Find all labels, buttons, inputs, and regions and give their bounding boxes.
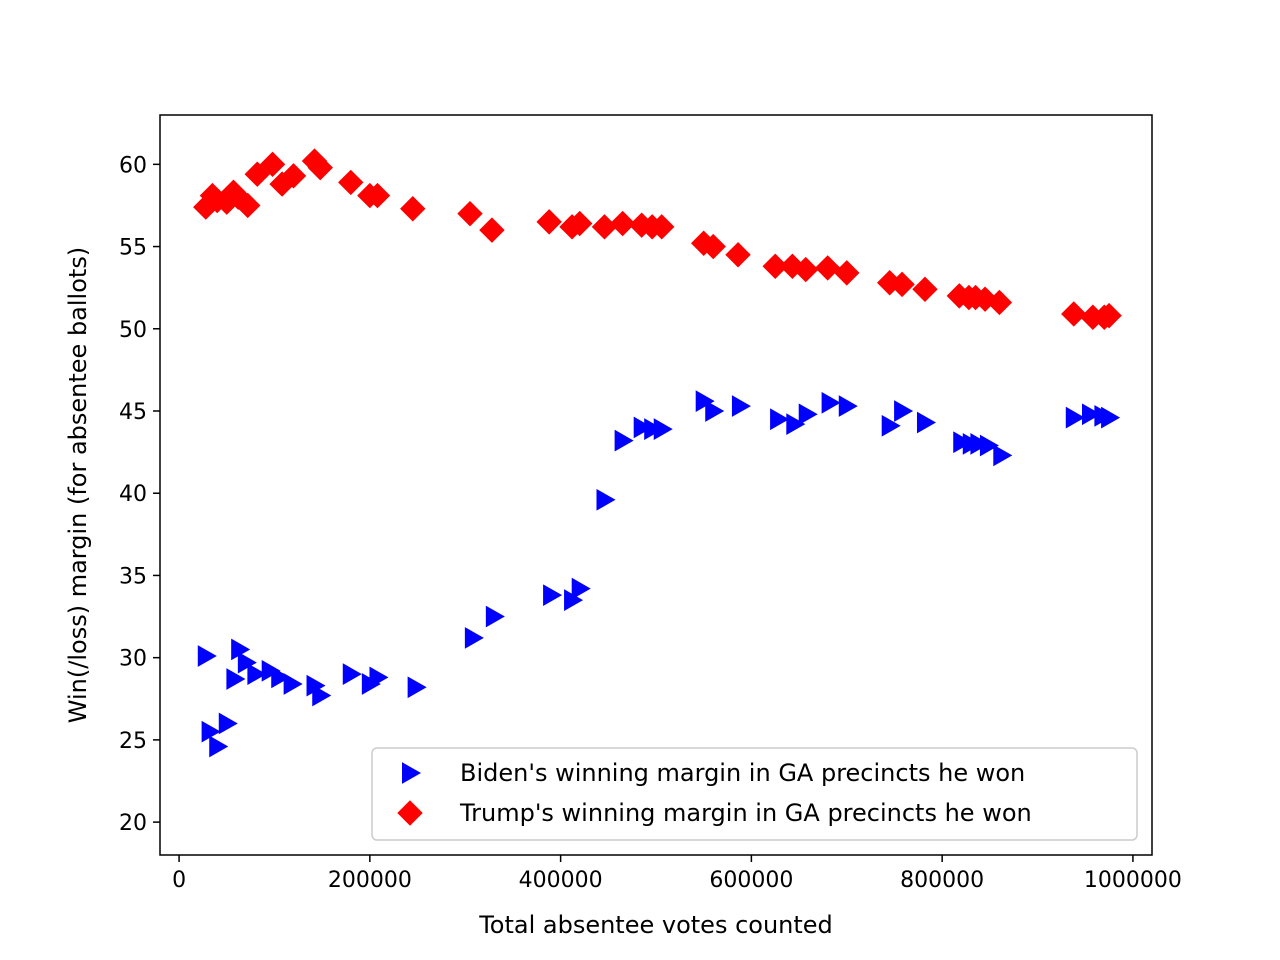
trump-margin-point — [834, 260, 860, 286]
biden-margin-point — [614, 429, 634, 452]
y-tick-label: 30 — [119, 647, 147, 672]
x-tick-label: 1000000 — [1084, 868, 1182, 893]
plot-frame — [159, 114, 1153, 856]
trump-margin-point — [1096, 302, 1122, 329]
biden-margin-point — [247, 663, 267, 685]
biden-margin-point — [633, 416, 653, 439]
x-axis-label: Total absentee votes counted — [478, 911, 833, 939]
biden-margin-point — [571, 577, 591, 600]
trump-margin-point — [280, 163, 307, 189]
y-tick-label: 20 — [119, 811, 147, 836]
trump-margin-point — [235, 192, 261, 219]
biden-margin-point — [953, 431, 973, 454]
trump-margin-point — [259, 151, 286, 178]
biden-margin-point — [916, 411, 936, 434]
biden-margin-point — [271, 666, 291, 689]
trump-margin-point — [986, 289, 1013, 316]
biden-margin-point — [197, 645, 217, 667]
biden-margin-point — [770, 408, 790, 431]
biden-margin-point — [209, 735, 229, 758]
legend-marker-biden — [402, 762, 422, 784]
y-axis-label: Win(/loss) margin (for absentee ballots) — [64, 247, 92, 723]
biden-margin-point — [369, 666, 389, 689]
biden-margin-point — [485, 605, 505, 628]
legend: Biden's winning margin in GA precincts h… — [371, 747, 1138, 841]
biden-margin-point — [894, 400, 914, 422]
biden-margin-point — [596, 488, 616, 511]
trump-margin-point — [457, 200, 483, 227]
trump-margin-point — [889, 271, 915, 298]
x-tick-label: 200000 — [328, 868, 412, 893]
trump-margin-point — [400, 196, 426, 222]
trump-margin-point — [649, 214, 675, 240]
trump-margin-point — [338, 169, 364, 196]
legend-label-trump: Trump's winning margin in GA precincts h… — [459, 799, 1032, 827]
trump-margin-point — [244, 161, 270, 187]
biden-margin-point — [786, 413, 806, 436]
legend-box — [371, 747, 1138, 841]
trump-margin-point — [762, 253, 788, 279]
y-tick-label: 55 — [119, 236, 147, 261]
y-tick-label: 45 — [119, 400, 147, 425]
biden-margin-point — [237, 651, 257, 674]
y-tick-label: 40 — [119, 482, 147, 507]
trump-margin-point — [536, 209, 562, 235]
trump-margin-point — [814, 255, 841, 281]
legend-diamond-marker — [397, 800, 423, 826]
y-tick-label: 35 — [119, 564, 147, 589]
biden-margin-point — [838, 395, 858, 417]
data-points — [193, 148, 1122, 758]
biden-margin-point — [1082, 403, 1102, 426]
biden-margin-point — [342, 663, 362, 685]
biden-margin-point — [821, 391, 841, 414]
trump-margin-point — [364, 182, 391, 209]
y-tick-label: 60 — [119, 153, 147, 178]
biden-margin-point — [653, 418, 673, 440]
biden-margin-point — [644, 418, 664, 440]
x-tick-label: 800000 — [900, 868, 984, 893]
biden-margin-point — [464, 627, 484, 649]
trump-margin-point — [307, 154, 333, 181]
biden-margin-point — [261, 659, 281, 682]
biden-margin-point — [407, 676, 427, 699]
trump-margin-point — [609, 210, 636, 237]
trump-margin-point — [912, 276, 938, 303]
biden-margin-point — [312, 684, 332, 707]
legend-triangle-marker — [402, 762, 422, 784]
trump-margin-point — [700, 233, 726, 260]
biden-margin-point — [543, 584, 563, 607]
legend-marker-trump — [397, 800, 423, 826]
biden-margin-point — [881, 414, 901, 437]
biden-margin-point — [731, 395, 751, 417]
x-tick-label: 0 — [172, 868, 186, 893]
x-axis-ticks: 0 200000 400000 600000 800000 1000000 — [172, 855, 1182, 893]
biden-margin-point — [226, 668, 246, 690]
plot-area — [160, 115, 1152, 855]
biden-margin-point — [705, 400, 725, 422]
biden-margin-point — [798, 403, 818, 426]
biden-margin-point — [1065, 406, 1085, 429]
legend-label-biden: Biden's winning margin in GA precincts h… — [460, 759, 1025, 787]
y-tick-label: 50 — [119, 318, 147, 343]
trump-margin-point — [793, 256, 819, 283]
y-axis-ticks: 20 25 30 35 40 45 50 55 60 — [119, 153, 160, 836]
biden-margin-point — [218, 712, 238, 735]
biden-margin-point — [283, 673, 303, 695]
trump-margin-point — [725, 242, 751, 268]
biden-margin-point — [979, 434, 999, 457]
biden-margin-point — [993, 444, 1013, 467]
trump-margin-point — [1061, 301, 1087, 327]
biden-margin-point — [970, 433, 990, 455]
trump-margin-point — [566, 210, 593, 237]
y-tick-label: 25 — [119, 729, 147, 754]
x-tick-label: 400000 — [519, 868, 603, 893]
trump-margin-point — [479, 217, 505, 243]
biden-margin-point — [1101, 406, 1121, 429]
x-tick-label: 600000 — [709, 868, 793, 893]
biden-margin-point — [695, 390, 715, 412]
